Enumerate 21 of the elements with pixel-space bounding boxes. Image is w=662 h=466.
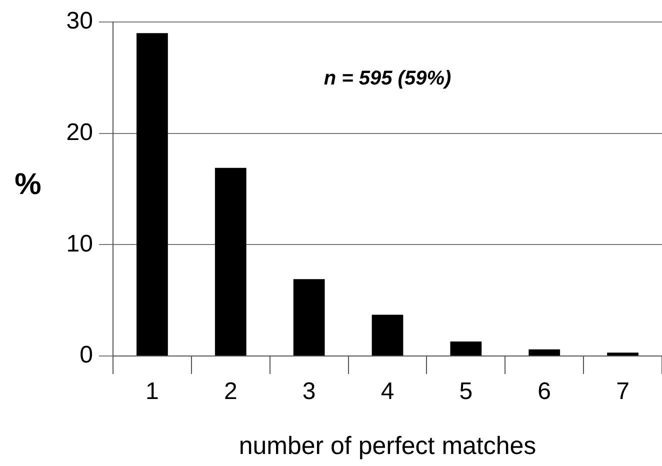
y-tick-label: 30 [66,8,93,35]
x-tick-label: 3 [302,378,316,406]
x-tick-label: 1 [146,378,159,406]
x-tick-label: 2 [224,378,238,406]
bar [372,314,404,356]
bar [293,279,325,356]
bar [214,168,246,356]
bar [136,33,168,356]
x-tick-label: 5 [459,378,473,406]
bar [450,342,482,356]
x-tick-label: 7 [616,378,630,406]
x-axis-title: number of perfect matches [238,432,536,460]
bar [607,352,638,356]
y-tick-label: 0 [80,342,93,369]
y-tick-label: 10 [66,230,93,258]
annotation: n = 595 (59%) [324,67,452,90]
x-tick-label: 6 [538,378,552,406]
bar [528,349,560,356]
y-tick-label: 20 [66,118,93,146]
y-axis-title: % [14,168,42,201]
x-tick-label: 4 [380,378,394,406]
